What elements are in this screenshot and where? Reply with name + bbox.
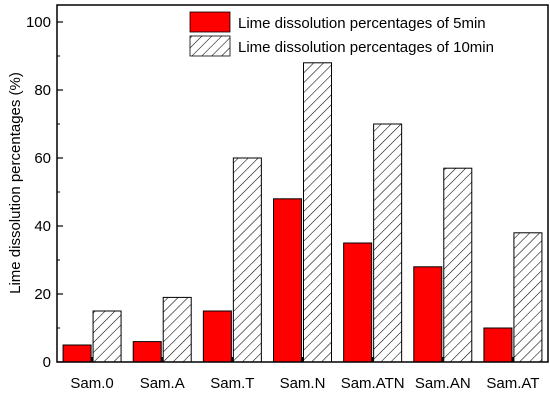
bar-10min-samt [232,157,262,363]
bar-10min-saman [443,167,473,363]
legend: Lime dissolution percentages of 5min Lim… [189,11,494,57]
bar-10min-samat [513,232,543,363]
bars-group [62,62,543,363]
x-category-label: Sam.AN [415,375,471,392]
x-category-label: Sam.N [280,375,326,392]
x-category-label: Sam.T [210,375,254,392]
legend-swatch-5min [189,11,231,33]
plot-frame [56,4,549,363]
x-axis: Sam.0 Sam.A Sam.T Sam.N Sam.ATN Sam.AN Sam.AT [70,357,539,392]
y-tick-label: 20 [34,286,51,303]
bar-10min-sam0 [92,310,122,363]
x-category-label: Sam.ATN [341,375,405,392]
x-category-label: Sam.A [140,375,185,392]
bar-10min-samn [303,62,332,363]
bar-5min-saman [413,266,443,363]
bar-5min-sama [132,341,162,363]
bar-5min-sam0 [62,344,92,363]
y-axis: 0 20 40 60 80 100 [26,14,63,371]
x-category-label: Sam.0 [70,375,113,392]
bar-5min-samn [273,198,302,363]
y-tick-label: 80 [34,82,51,99]
bar-5min-samat [483,327,513,363]
bar-10min-sama [162,296,192,363]
y-tick-label: 100 [26,14,51,31]
y-tick-label: 40 [34,218,51,235]
y-tick-label: 0 [43,354,51,371]
y-axis-title: Lime dissolution percentages (%) [7,72,24,294]
y-tick-label: 60 [34,150,51,167]
x-category-label: Sam.AT [486,375,539,392]
bar-5min-samatn [343,242,373,363]
bar-10min-samatn [373,123,403,363]
legend-swatch-10min [189,35,231,57]
legend-label-10min: Lime dissolution percentages of 10min [238,39,494,56]
bar-5min-samt [202,310,232,363]
legend-label-5min: Lime dissolution percentages of 5min [238,15,486,32]
